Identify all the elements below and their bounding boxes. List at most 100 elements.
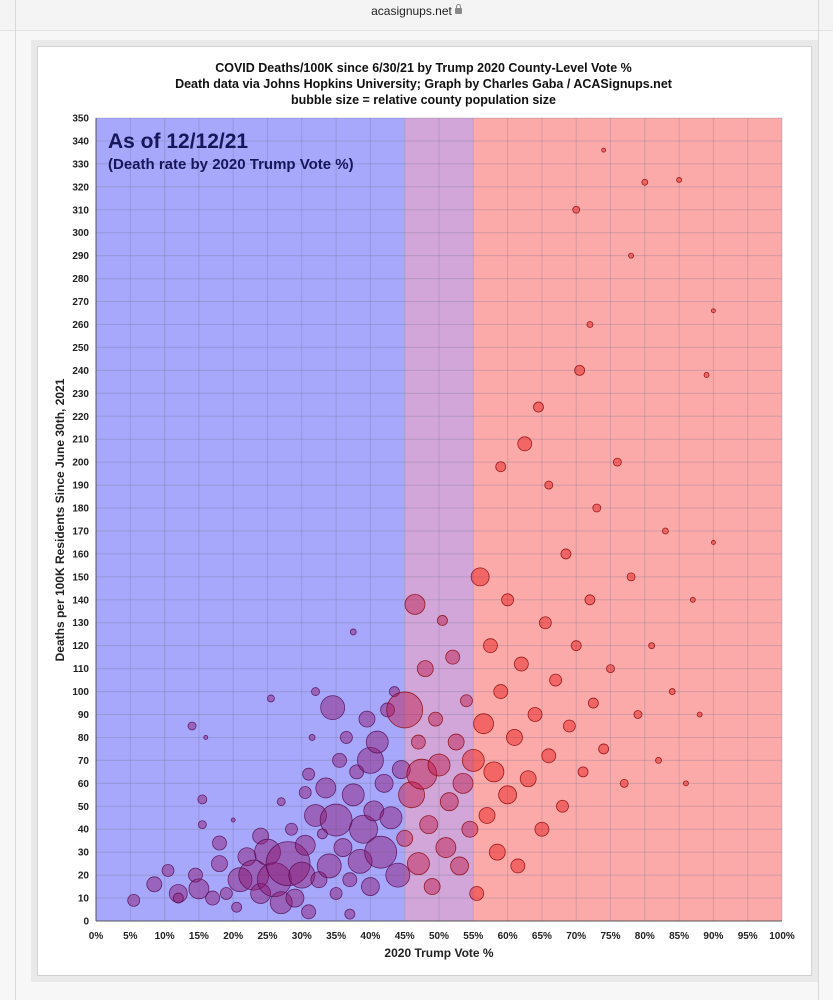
y-tick-label: 130	[72, 618, 89, 629]
data-point	[619, 778, 629, 788]
data-point	[549, 673, 563, 687]
data-point	[517, 436, 533, 452]
data-point	[628, 252, 634, 259]
data-point	[483, 761, 505, 783]
data-point	[276, 797, 286, 807]
x-tick-label: 45%	[395, 931, 415, 942]
data-point	[349, 814, 378, 844]
data-point	[461, 749, 485, 772]
data-point	[231, 901, 243, 913]
data-point	[227, 867, 253, 893]
data-point	[598, 743, 610, 755]
y-tick-label: 230	[72, 389, 89, 400]
y-tick-label: 310	[72, 205, 89, 216]
data-point	[447, 733, 465, 751]
url-text[interactable]: acasignups.net	[0, 4, 833, 18]
data-point	[445, 649, 461, 665]
data-point	[541, 748, 557, 764]
data-point	[391, 760, 411, 779]
x-tick-label: 20%	[223, 931, 243, 942]
x-tick-label: 30%	[292, 931, 312, 942]
data-point	[316, 853, 342, 879]
data-point	[344, 908, 356, 920]
y-tick-label: 320	[72, 182, 89, 193]
data-point	[407, 852, 430, 876]
data-point	[341, 783, 365, 807]
x-tick-label: 80%	[635, 931, 655, 942]
chart-title: COVID Deaths/100K since 6/30/21 by Trump…	[215, 61, 632, 75]
data-point	[203, 735, 209, 740]
data-point	[269, 891, 293, 915]
page-left-edge	[15, 0, 16, 1000]
chart-subtitle-2: bubble size = relative county population…	[291, 93, 556, 107]
data-point	[188, 878, 210, 900]
data-point	[574, 364, 586, 376]
x-tick-label: 35%	[326, 931, 346, 942]
x-tick-label: 0%	[89, 931, 104, 942]
data-point	[294, 834, 316, 856]
data-point	[187, 721, 197, 731]
data-point	[146, 876, 163, 893]
data-point	[689, 596, 696, 603]
y-tick-label: 180	[72, 504, 89, 515]
x-tick-label: 90%	[703, 931, 723, 942]
data-point	[488, 843, 506, 861]
y-tick-label: 270	[72, 297, 89, 308]
data-point	[668, 688, 676, 695]
x-tick-label: 55%	[463, 931, 483, 942]
y-tick-label: 250	[72, 343, 89, 354]
data-point	[385, 862, 411, 888]
y-tick-label: 10	[78, 894, 90, 905]
data-point	[238, 859, 270, 891]
data-point	[478, 807, 496, 824]
data-point	[416, 660, 434, 678]
data-point	[586, 321, 594, 328]
data-point	[333, 838, 353, 857]
data-point	[696, 711, 703, 718]
data-point	[411, 734, 426, 750]
y-tick-label: 0	[83, 917, 89, 928]
data-point	[452, 772, 474, 794]
data-point	[592, 503, 602, 513]
data-point	[533, 401, 544, 413]
data-point	[428, 711, 443, 727]
x-tick-label: 10%	[155, 931, 175, 942]
y-tick-label: 140	[72, 595, 89, 606]
y-tick-label: 90	[78, 710, 90, 721]
data-point	[256, 862, 292, 898]
data-point	[606, 664, 615, 674]
data-point	[450, 856, 469, 876]
y-tick-label: 120	[72, 641, 89, 652]
data-point	[349, 628, 357, 636]
y-tick-label: 40	[78, 825, 90, 836]
data-point	[572, 205, 581, 214]
data-point	[423, 878, 441, 895]
data-point	[437, 615, 448, 626]
data-point	[655, 757, 662, 764]
data-point	[570, 640, 582, 652]
data-point	[711, 308, 716, 314]
data-point	[404, 593, 426, 615]
data-point	[364, 835, 398, 869]
x-tick-label: 65%	[532, 931, 552, 942]
y-tick-label: 100	[72, 687, 89, 698]
data-point	[427, 753, 451, 777]
y-tick-label: 80	[78, 733, 90, 744]
data-point	[308, 734, 316, 741]
url-label: acasignups.net	[371, 4, 452, 18]
browser-address-bar[interactable]: acasignups.net	[0, 0, 833, 31]
data-point	[339, 731, 353, 744]
x-tick-label: 95%	[738, 931, 758, 942]
data-point	[212, 835, 227, 851]
data-point	[319, 803, 353, 837]
x-tick-label: 50%	[429, 931, 449, 942]
data-point	[302, 767, 316, 781]
data-point	[676, 177, 682, 183]
data-point	[267, 694, 275, 703]
data-point	[360, 877, 380, 896]
data-point	[396, 830, 414, 847]
x-axis-label: 2020 Trump Vote %	[384, 946, 494, 960]
data-point	[211, 855, 228, 873]
x-tick-label: 25%	[257, 931, 277, 942]
vote-band-0	[96, 118, 405, 921]
